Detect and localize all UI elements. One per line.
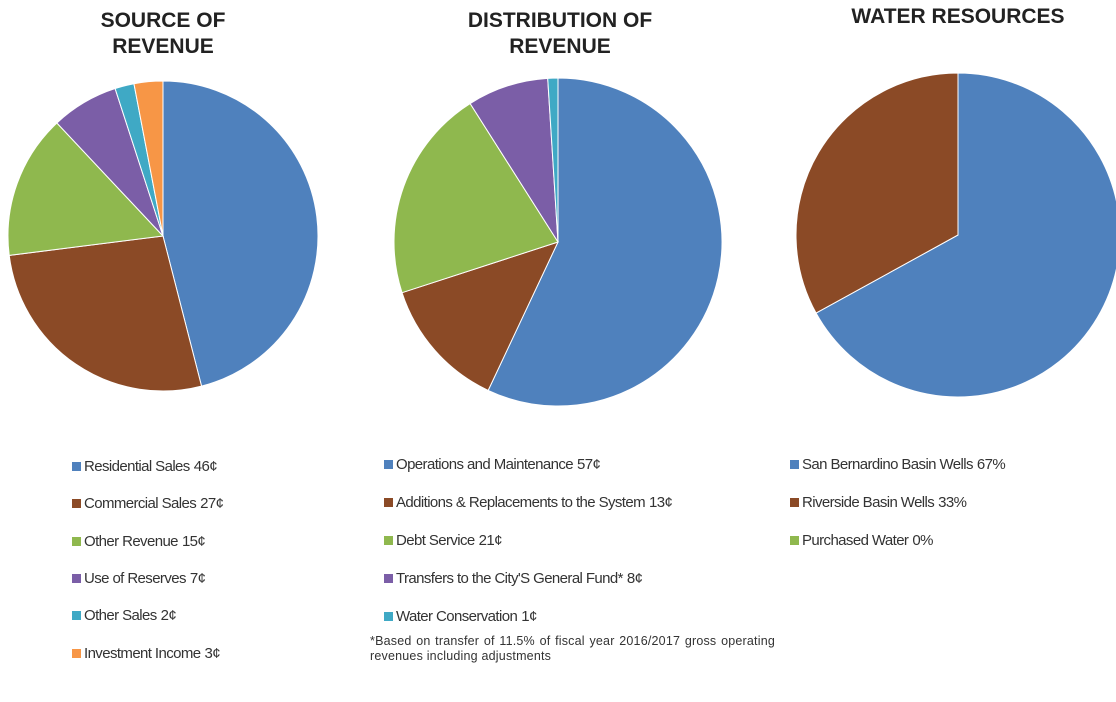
legend-value: 67% [976,455,1006,473]
pie-slice [393,102,559,294]
legend-label: Use of Reserves [84,570,186,588]
legend: San Bernardino Basin Wells 67% Riverside B… [790,445,1006,559]
legend-label: Commercial Sales [84,495,197,513]
legend-label: Other Revenue [84,532,179,550]
legend-swatch [72,574,81,584]
footnote: *Based on transfer of 11.5% of fiscal ye… [370,634,775,663]
legend-item: Other Sales 2¢ [72,597,223,634]
legend-value: 46¢ [193,458,218,476]
pie-slice [547,77,559,243]
legend-value: 27¢ [200,495,224,513]
legend-item: Transfers to the City'S General Fund* 8¢ [384,559,672,597]
legend-value: 7¢ [189,570,206,588]
legend-item: Investment Income 3¢ [72,634,223,671]
pie-slice [162,80,319,387]
legend-swatch [790,497,799,507]
legend-label: San Bernardino Basin Wells [802,455,973,473]
legend-swatch [384,497,393,507]
legend: Residential Sales 46¢ Commercial Sales 27¢ O… [72,448,224,672]
pie-slice [795,72,959,314]
legend-swatch [72,611,81,621]
legend-value: 15¢ [181,532,206,550]
legend-value: 0% [912,531,933,549]
legend-swatch [790,459,799,469]
legend-swatch [384,573,393,583]
legend-label: Investment Income [84,644,201,662]
pie-slice [8,235,203,392]
pie-slice [401,241,559,392]
chart-title: WATER RESOURCES [851,5,1065,28]
legend-value: 1¢ [521,607,537,625]
legend-item: Use of Reserves 7¢ [72,560,223,597]
legend-swatch [384,611,393,621]
legend-item: Other Revenue 15¢ [72,523,223,560]
legend-value: 8¢ [626,569,643,587]
legend-item: Residential Sales 46¢ [72,448,223,485]
legend-swatch [72,499,81,509]
legend-label: Water Conservation [396,607,518,625]
pie-slice [7,122,165,256]
legend-swatch [384,459,393,469]
legend-value: 21¢ [478,531,503,549]
legend-label: Transfers to the City'S General Fund* [396,569,623,587]
legend-value: 2¢ [160,607,177,625]
legend-swatch [72,648,81,658]
legend-item: Commercial Sales 27¢ [72,485,224,522]
legend-label: Purchased Water [802,531,909,549]
chart-title: SOURCE OF REVENUE [100,9,226,58]
legend-item: Additions & Replacements to the System 13… [384,483,673,521]
legend-item: Operations and Maintenance 57¢ [384,445,672,483]
pie-slice [815,72,1116,398]
chart-title: DISTRIBUTION OF REVENUE [467,9,653,58]
legend-swatch [72,462,81,472]
pie-slice [487,77,723,407]
legend-label: Other Sales [84,607,157,625]
legend: Operations and Maintenance 57¢ Additions &… [384,445,673,635]
legend-item: San Bernardino Basin Wells 67% [790,445,1006,483]
legend-value: 33% [938,493,967,511]
legend-value: 13¢ [649,493,673,511]
legend-item: Riverside Basin Wells 33% [790,483,1005,521]
legend-item: Purchased Water 0% [790,521,1005,559]
legend-swatch [72,536,81,546]
legend-swatch [790,535,799,545]
legend-label: Operations and Maintenance [396,455,574,473]
legend-label: Additions & Replacements to the System [396,493,646,511]
legend-label: Riverside Basin Wells [802,493,935,511]
legend-item: Water Conservation 1¢ [384,597,672,635]
pie-slice [133,80,164,237]
legend-value: 3¢ [204,644,221,662]
legend-label: Residential Sales [84,458,190,476]
legend-label: Debt Service [396,531,475,549]
legend-swatch [384,535,393,545]
legend-value: 57¢ [577,455,601,473]
legend-item: Debt Service 21¢ [384,521,672,559]
